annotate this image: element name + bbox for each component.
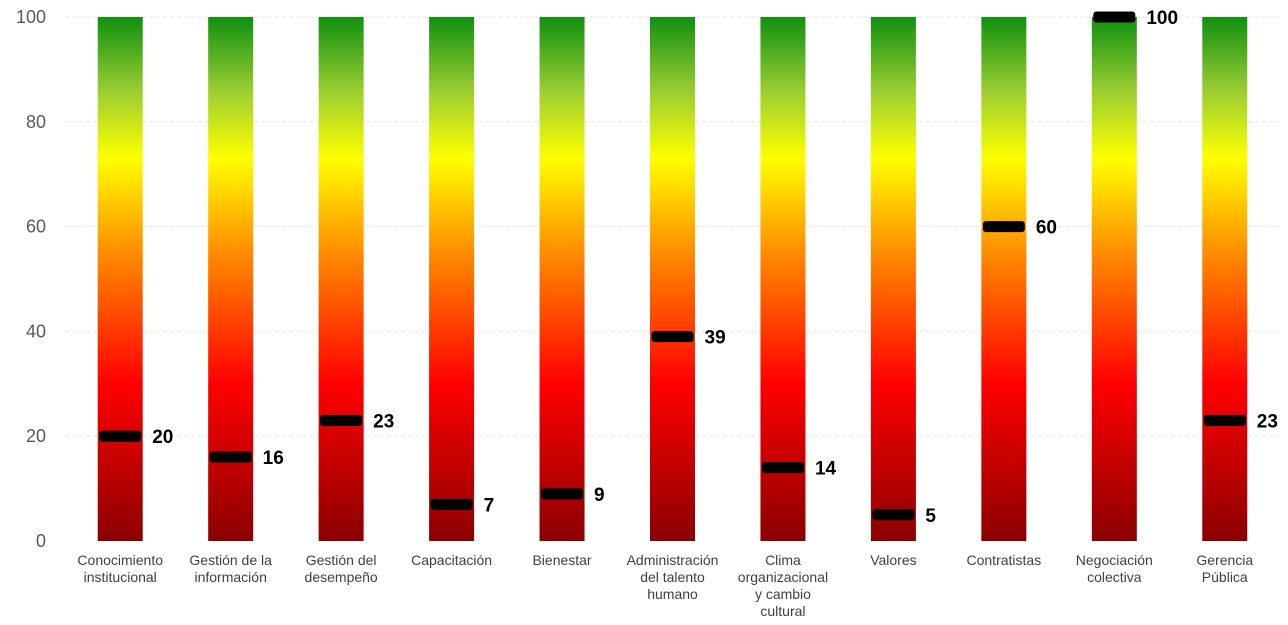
x-tick-label-line: Gestión del (306, 552, 377, 568)
marker (209, 451, 252, 463)
bar (650, 17, 695, 541)
x-tick-label: Negociación colectiva (1076, 552, 1153, 585)
y-tick-label: 40 (26, 321, 46, 341)
y-tick-label: 60 (26, 217, 46, 237)
x-tick-label-line: cultural (760, 603, 805, 619)
marker (541, 488, 584, 500)
markers (99, 11, 1246, 521)
x-tick-label-line: información (194, 569, 266, 585)
data-label: 23 (373, 411, 394, 432)
x-tick-label-line: Capacitación (411, 552, 492, 568)
bar (981, 17, 1027, 541)
x-tick-label: Conocimiento institucional (77, 552, 163, 585)
y-tick-label: 80 (26, 112, 46, 132)
marker (320, 414, 363, 426)
x-tick-label-line: humano (647, 586, 698, 602)
y-tick-label: 20 (26, 426, 46, 446)
x-tick-label-line: y cambio (755, 586, 811, 602)
x-tick-label-line: del talento (640, 569, 705, 585)
bars (97, 17, 1248, 541)
bar (429, 17, 475, 541)
x-tick-label: Gestión del desempeño (305, 552, 378, 585)
x-tick-label: Contratistas (967, 552, 1042, 568)
bar (97, 17, 143, 541)
y-tick-label: 100 (16, 7, 46, 27)
marker (430, 498, 473, 510)
x-tick-label-line: desempeño (305, 569, 378, 585)
x-tick-label-line: Gerencia (1196, 552, 1253, 568)
data-label: 100 (1146, 8, 1178, 29)
x-tick-label: Gerencia Pública (1196, 552, 1253, 585)
x-tick-label: Capacitación (411, 552, 492, 568)
x-tick-label-line: Negociación (1076, 552, 1153, 568)
x-tick-label: Valores (870, 552, 916, 568)
x-tick-label: Bienestar (532, 552, 591, 568)
bar (1091, 17, 1137, 541)
marker (761, 462, 804, 474)
data-label: 5 (925, 506, 936, 527)
x-tick-label: Gestión de la información (189, 552, 272, 585)
x-tick-label-line: Administración (627, 552, 719, 568)
x-tick-label-line: institucional (84, 569, 157, 585)
x-tick-label-line: Clima (765, 552, 801, 568)
x-tick-label-line: Pública (1202, 569, 1248, 585)
bar (539, 17, 585, 541)
bar (1202, 17, 1248, 541)
data-label: 20 (152, 427, 173, 448)
marker (1203, 414, 1246, 426)
x-tick-label-line: organizacional (738, 569, 828, 585)
x-tick-label: Administración del talento humano (627, 552, 719, 602)
y-axis: 0 20 40 60 80 100 (16, 7, 46, 551)
x-tick-label-line: Valores (870, 552, 916, 568)
data-labels: 20 16 23 7 9 39 14 5 60 100 23 (152, 8, 1278, 527)
data-label: 7 (484, 495, 495, 516)
marker (99, 430, 142, 442)
bar (870, 17, 916, 541)
marker (1093, 11, 1136, 23)
marker (982, 221, 1025, 233)
x-tick-label-line: Gestión de la (189, 552, 272, 568)
x-tick-label-line: Contratistas (967, 552, 1042, 568)
marker (872, 509, 915, 521)
data-label: 14 (815, 459, 837, 480)
x-tick-label-line: colectiva (1087, 569, 1142, 585)
x-tick-label: Clima organizacional y cambio cultural (738, 552, 828, 619)
data-label: 39 (705, 328, 726, 349)
x-tick-label-line: Conocimiento (77, 552, 163, 568)
data-label: 23 (1257, 411, 1278, 432)
bar (318, 17, 364, 541)
bar (760, 17, 806, 541)
y-tick-label: 0 (36, 531, 46, 551)
data-label: 9 (594, 485, 605, 506)
x-tick-label-line: Bienestar (532, 552, 591, 568)
data-label: 16 (263, 448, 284, 469)
marker (651, 331, 694, 343)
data-label: 60 (1036, 218, 1057, 239)
